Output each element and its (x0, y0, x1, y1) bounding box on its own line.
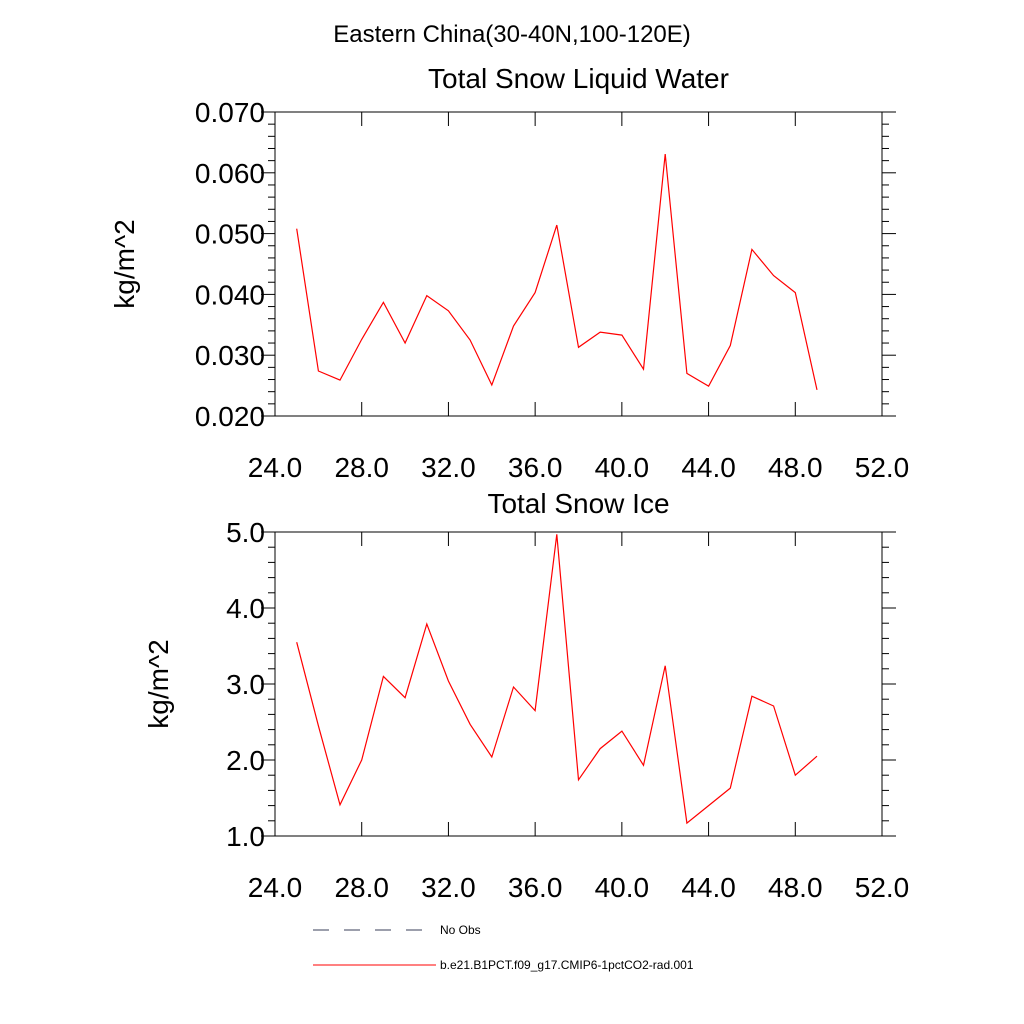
figure-suptitle: Eastern China(30-40N,100-120E) (333, 21, 691, 48)
legend-label: b.e21.B1PCT.f09_g17.CMIP6-1pctCO2-rad.00… (440, 958, 694, 972)
y-tick-label: 0.030 (195, 340, 265, 371)
x-tick-label: 48.0 (768, 452, 823, 483)
plot-frame (274, 111, 883, 417)
x-tick-label: 32.0 (421, 872, 476, 903)
x-tick-label: 28.0 (334, 452, 389, 483)
x-tick-label: 28.0 (334, 872, 389, 903)
y-tick-label: 4.0 (226, 593, 265, 624)
x-tick-label: 52.0 (855, 872, 910, 903)
y-tick-label: 5.0 (226, 517, 265, 548)
plot-frame (274, 531, 883, 837)
chart-legend: No Obs b.e21.B1PCT.f09_g17.CMIP6-1pctCO2-… (313, 923, 694, 972)
y-tick-label: 3.0 (226, 669, 265, 700)
y-axis-label: kg/m^2 (143, 639, 174, 728)
y-tick-label: 1.0 (226, 821, 265, 852)
x-tick-label: 36.0 (508, 452, 563, 483)
y-tick-label: 0.040 (195, 279, 265, 310)
x-tick-label: 40.0 (595, 872, 650, 903)
x-tick-label: 36.0 (508, 872, 563, 903)
panel-snow-liquid-water: Total Snow Liquid Water 24.0 28.0 32.0 36.0 4… (109, 63, 909, 483)
x-tick-label: 40.0 (595, 452, 650, 483)
y-tick-label: 0.060 (195, 158, 265, 189)
x-tick-label: 24.0 (248, 452, 303, 483)
series-line (296, 153, 818, 391)
y-tick-label: 0.070 (195, 97, 265, 128)
y-axis-label: kg/m^2 (109, 219, 140, 308)
panel-snow-ice: Total Snow Ice 24.0 28.0 32.0 36.0 40.0 44.0 48… (143, 488, 909, 903)
x-tick-label: 52.0 (855, 452, 910, 483)
x-tick-label: 32.0 (421, 452, 476, 483)
panel-title: Total Snow Liquid Water (428, 63, 729, 94)
series-line (296, 534, 818, 825)
x-tick-label: 44.0 (681, 452, 736, 483)
y-tick-label: 2.0 (226, 745, 265, 776)
x-tick-label: 48.0 (768, 872, 823, 903)
y-tick-label: 0.050 (195, 219, 265, 250)
x-tick-label: 24.0 (248, 872, 303, 903)
legend-label: No Obs (440, 923, 481, 937)
x-tick-label: 44.0 (681, 872, 736, 903)
y-tick-label: 0.020 (195, 401, 265, 432)
panel-title: Total Snow Ice (487, 488, 669, 519)
